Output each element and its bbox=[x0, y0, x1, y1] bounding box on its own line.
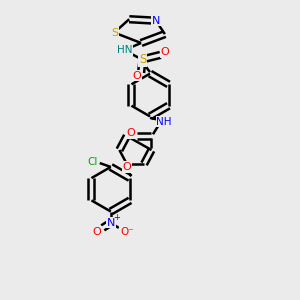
Text: NH: NH bbox=[156, 117, 172, 127]
Text: N: N bbox=[152, 16, 160, 26]
Text: O: O bbox=[127, 128, 135, 138]
Text: O: O bbox=[92, 227, 101, 237]
Text: HN: HN bbox=[117, 45, 133, 56]
Text: O⁻: O⁻ bbox=[120, 227, 134, 237]
Text: S: S bbox=[139, 53, 146, 66]
Text: +: + bbox=[113, 213, 120, 222]
Text: O: O bbox=[132, 71, 141, 81]
Text: O: O bbox=[160, 47, 169, 57]
Text: O: O bbox=[122, 162, 131, 172]
Text: S: S bbox=[111, 28, 118, 38]
Text: Cl: Cl bbox=[88, 157, 98, 166]
Text: N: N bbox=[106, 218, 115, 228]
